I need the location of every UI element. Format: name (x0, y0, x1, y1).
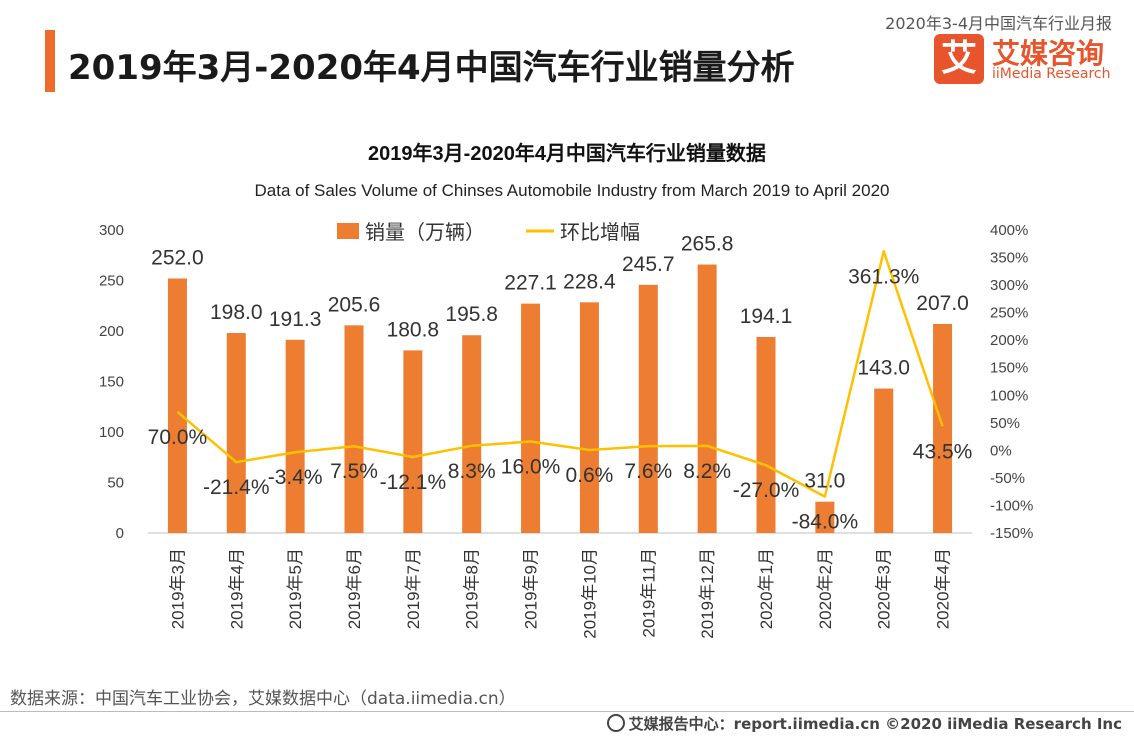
bar-sales (285, 339, 305, 533)
bar-sales (344, 325, 364, 533)
line-value-label: -3.4% (268, 466, 323, 489)
line-value-label: 8.2% (683, 460, 731, 483)
y-right-tick-label: 300% (990, 277, 1028, 294)
line-value-label: -84.0% (792, 511, 859, 534)
line-value-label: 361.3% (848, 265, 919, 288)
bar-value-label: 195.8 (445, 303, 498, 326)
legend-bar-label: 销量（万辆） (365, 221, 485, 244)
y-right-tick-label: 200% (990, 332, 1028, 349)
line-value-label: 70.0% (148, 426, 208, 449)
bar-value-label: 252.0 (151, 246, 204, 269)
bar-value-label: 194.1 (740, 305, 793, 328)
logo-mark-icon: 艾 (934, 34, 984, 84)
globe-icon (606, 714, 625, 732)
bar-sales (462, 335, 482, 533)
legend-line-label: 环比增幅 (560, 221, 640, 244)
y-left-tick-label: 300 (99, 222, 124, 239)
y-right-tick-label: 0% (990, 442, 1012, 459)
x-category-label: 2020年3月 (875, 548, 894, 629)
x-category-label: 2019年3月 (168, 548, 187, 629)
x-category-label: 2019年8月 (463, 548, 482, 629)
iimedia-logo: 艾 艾媒咨询 iiMedia Research (934, 34, 1124, 84)
y-right-tick-label: -150% (990, 525, 1033, 542)
x-category-label: 2020年4月 (934, 548, 953, 629)
legend-bar-swatch (337, 223, 359, 239)
line-value-label: 0.6% (565, 464, 613, 487)
bar-value-label: 31.0 (804, 470, 845, 493)
bar-sales (638, 284, 658, 533)
x-category-label: 2019年9月 (522, 548, 541, 629)
y-right-tick-label: -100% (990, 497, 1033, 514)
bar-value-label: 265.8 (681, 233, 734, 256)
sales-chart: 2019年3月-2020年4月中国汽车行业销量数据 Data of Sales V… (99, 141, 1033, 639)
y-left-tick-label: 250 (99, 273, 124, 290)
bar-value-label: 245.7 (622, 253, 675, 276)
bar-value-label: 143.0 (857, 357, 910, 380)
data-source: 数据来源：中国汽车工业协会，艾媒数据中心（data.iimedia.cn） (10, 689, 516, 709)
x-category-label: 2019年4月 (227, 548, 246, 629)
x-category-label: 2020年2月 (816, 548, 835, 629)
x-category-label: 2019年11月 (639, 548, 658, 637)
bar-sales (226, 333, 246, 533)
x-category-label: 2019年12月 (698, 548, 717, 639)
line-value-label: -12.1% (380, 471, 447, 494)
bar-value-label: 207.0 (916, 292, 969, 315)
bar-sales (815, 501, 835, 533)
report-tag: 2020年3-4月中国汽车行业月报 (885, 14, 1112, 33)
y-right-tick-label: 350% (990, 250, 1028, 267)
line-value-label: -27.0% (733, 479, 800, 502)
line-mom-growth (176, 250, 944, 498)
bar-sales (521, 303, 541, 533)
y-left-tick-label: 0 (116, 525, 124, 542)
line-value-label: 43.5% (913, 440, 973, 463)
x-category-label: 2019年5月 (286, 548, 305, 629)
y-right-tick-label: 50% (990, 415, 1020, 432)
y-right-tick-label: -50% (990, 470, 1025, 487)
x-category-label: 2019年10月 (580, 548, 599, 639)
bar-sales (167, 278, 187, 533)
x-category-label: 2019年6月 (345, 548, 364, 629)
bar-sales (403, 350, 423, 533)
page-title: 2019年3月-2020年4月中国汽车行业销量分析 (68, 48, 795, 88)
footer-copyright: 艾媒报告中心：report.iimedia.cn ©2020 iiMedia R… (628, 715, 1122, 733)
bar-value-label: 227.1 (504, 272, 557, 295)
bar-sales (874, 388, 894, 533)
footer-divider (0, 711, 1134, 712)
y-right-tick-label: 250% (990, 305, 1028, 322)
bar-value-label: 228.4 (563, 270, 616, 293)
y-left-tick-label: 100 (99, 424, 124, 441)
chart-subtitle: Data of Sales Volume of Chinses Automobi… (254, 181, 889, 200)
logo-cn-text: 艾媒咨询 (992, 37, 1105, 70)
y-left-tick-label: 200 (99, 323, 124, 340)
y-left-tick-label: 50 (107, 475, 124, 492)
y-right-tick-label: 150% (990, 360, 1028, 377)
x-category-label: 2019年7月 (404, 548, 423, 629)
logo-en-text: iiMedia Research (992, 66, 1111, 82)
bar-value-label: 191.3 (269, 308, 322, 331)
line-value-label: 7.5% (330, 460, 378, 483)
bar-sales (756, 336, 776, 533)
y-right-tick-label: 100% (990, 387, 1028, 404)
footer-text: 艾媒报告中心：report.iimedia.cn ©2020 iiMedia R… (606, 713, 1122, 734)
line-value-label: 16.0% (501, 456, 561, 479)
bar-sales (933, 323, 953, 533)
x-category-label: 2020年1月 (757, 548, 776, 629)
chart-title: 2019年3月-2020年4月中国汽车行业销量数据 (368, 141, 766, 165)
y-right-tick-label: 400% (990, 222, 1028, 239)
line-value-label: -21.4% (203, 476, 270, 499)
bar-sales (579, 302, 599, 533)
bar-value-label: 205.6 (328, 293, 381, 316)
line-value-label: 7.6% (624, 460, 672, 483)
bar-sales (697, 264, 717, 533)
bar-value-label: 198.0 (210, 301, 263, 324)
title-accent-bar (45, 30, 55, 92)
bar-value-label: 180.8 (387, 318, 440, 341)
y-left-tick-label: 150 (99, 374, 124, 391)
line-value-label: 8.3% (448, 460, 496, 483)
